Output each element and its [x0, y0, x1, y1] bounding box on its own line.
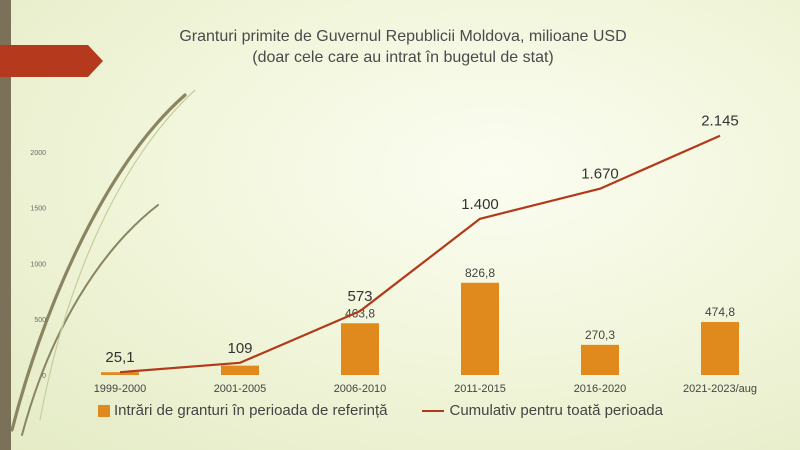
bar [581, 344, 619, 375]
bar [461, 282, 499, 375]
line-data-label: 1.670 [581, 166, 619, 183]
y-tick-label: 0 [42, 373, 46, 380]
legend-label-line: Cumulativ pentru toată perioada [449, 402, 663, 419]
legend-swatch-bars [98, 404, 110, 417]
bar [701, 322, 739, 375]
chart-legend: Intrări de granturi în perioada de refer… [98, 402, 778, 419]
x-tick-label: 2001-2005 [214, 383, 267, 395]
bar [341, 323, 379, 375]
line-data-label: 25,1 [105, 349, 134, 366]
series-line-cumulative [119, 134, 721, 374]
x-tick-label: 2021-2023/aug [683, 383, 757, 395]
legend-item-bars: Intrări de granturi în perioada de refer… [98, 402, 388, 419]
x-tick-label: 2016-2020 [574, 383, 627, 395]
bar-data-label: 270,3 [585, 328, 615, 342]
bar-data-label: 463,8 [345, 306, 375, 320]
legend-item-line: Cumulativ pentru toată perioada [421, 402, 663, 419]
decorative-swirl-2 [21, 204, 159, 436]
legend-swatch-line [421, 409, 444, 412]
y-tick-label: 1500 [30, 206, 46, 213]
line-data-label: 1.400 [461, 196, 499, 213]
chart-title: Granturi primite de Guvernul Republicii … [179, 28, 627, 45]
line-data-label: 573 [347, 288, 372, 305]
title-banner-arrow [0, 45, 103, 77]
line-data-label: 109 [227, 340, 252, 357]
decorative-swirl-1 [10, 93, 187, 432]
x-tick-label: 1999-2000 [94, 383, 147, 395]
y-tick-label: 500 [34, 317, 46, 324]
left-accent-bar [0, 0, 11, 450]
bar [101, 372, 139, 375]
chart-subtitle: (doar cele care au intrat în bugetul de … [252, 49, 554, 66]
y-tick-label: 1000 [30, 261, 46, 268]
bar-data-label: 826,8 [465, 266, 495, 280]
x-tick-label: 2011-2015 [454, 383, 506, 395]
line-data-label: 2.145 [701, 113, 739, 130]
legend-label-bars: Intrări de granturi în perioada de refer… [114, 402, 388, 419]
chart-title-block: Granturi primite de Guvernul Republicii … [0, 26, 800, 68]
bar [221, 365, 259, 375]
bar-data-label: 474,8 [705, 305, 735, 319]
y-tick-label: 2000 [30, 150, 46, 157]
decorative-swirl-3 [39, 89, 196, 421]
x-tick-label: 2006-2010 [334, 383, 387, 395]
